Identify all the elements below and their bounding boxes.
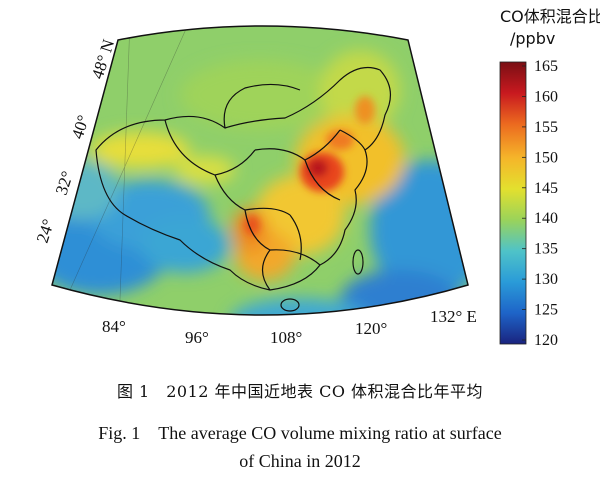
co-mixing-ratio-map: 48° N 40° 32° 24° 84° 96° 108° 120° 132°… xyxy=(33,7,600,349)
caption-english-line1: Fig. 1 The average CO volume mixing rati… xyxy=(98,423,502,443)
lon-label-108: 108° xyxy=(270,328,302,347)
colorbar-tick-label: 140 xyxy=(534,210,558,227)
colorbar-ticks: 165 160 155 150 145 140 135 130 125 120 xyxy=(522,58,558,349)
colorbar-tick-label: 130 xyxy=(534,271,558,288)
lat-label-32: 32° xyxy=(52,169,77,198)
colorbar-scale xyxy=(499,61,527,345)
caption-english-line2: of China in 2012 xyxy=(239,451,361,471)
lat-label-40: 40° xyxy=(68,113,93,142)
colorbar-tick-label: 120 xyxy=(534,332,558,349)
colorbar: CO体积混合比 /ppbv 165 160 155 150 145 140 135 130 12… xyxy=(499,7,600,349)
colorbar-tick-label: 125 xyxy=(534,302,558,319)
colorbar-tick-label: 165 xyxy=(534,58,558,75)
colorbar-tick-label: 150 xyxy=(534,149,558,166)
lon-label-84: 84° xyxy=(102,317,126,336)
caption-chinese: 图 1 2012 年中国近地表 CO 体积混合比年平均 xyxy=(116,382,484,401)
boundaries xyxy=(95,67,391,312)
map-frame xyxy=(51,25,469,316)
lon-label-120: 120° xyxy=(355,319,387,338)
colorbar-tick-label: 160 xyxy=(534,88,558,105)
colorbar-tick-label: 135 xyxy=(534,241,558,258)
graticule xyxy=(69,26,191,301)
lon-label-96: 96° xyxy=(185,328,209,347)
lat-label-24: 24° xyxy=(33,217,58,246)
lon-label-132: 132° E xyxy=(430,307,477,326)
colorbar-tick-label: 145 xyxy=(534,180,558,197)
colorbar-unit: /ppbv xyxy=(510,29,555,48)
colorbar-title: CO体积混合比 xyxy=(500,7,600,26)
colorbar-tick-label: 155 xyxy=(534,119,558,136)
